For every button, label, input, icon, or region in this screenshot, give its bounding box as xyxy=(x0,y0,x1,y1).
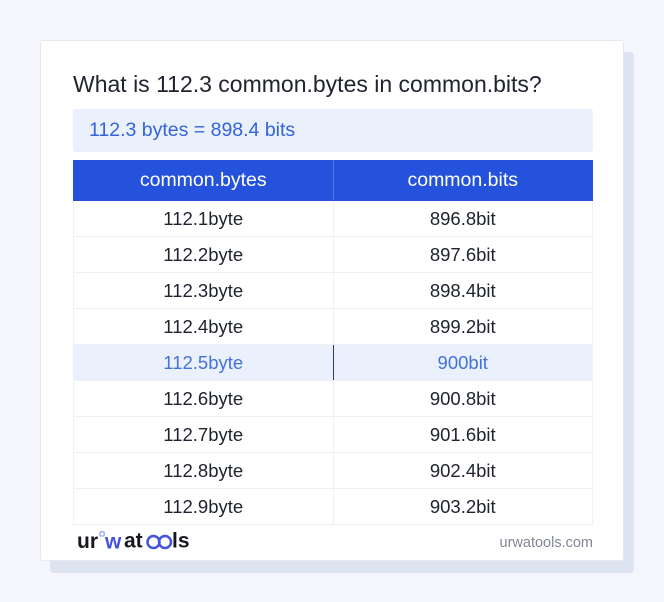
svg-text:ls: ls xyxy=(172,530,190,553)
svg-text:ur: ur xyxy=(77,530,98,553)
svg-text:w: w xyxy=(104,530,122,553)
svg-text:at: at xyxy=(124,530,143,553)
